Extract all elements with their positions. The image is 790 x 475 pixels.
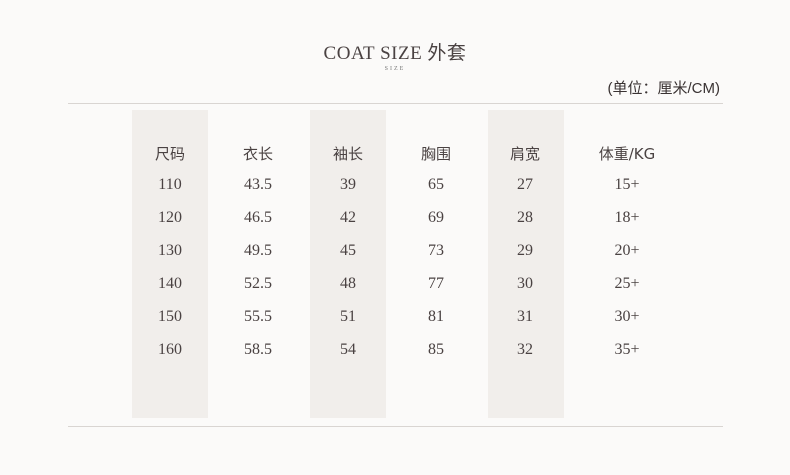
- table-cell: 46.5: [244, 209, 272, 226]
- table-cell: 54: [340, 341, 356, 358]
- table-cell: 77: [428, 275, 444, 292]
- table-cell: 81: [428, 308, 444, 325]
- table-cell: 20+: [614, 242, 640, 259]
- table-cell: 30: [517, 275, 533, 292]
- table-cell: 52.5: [244, 275, 272, 292]
- top-divider: [68, 103, 723, 104]
- table-cell: 39: [340, 176, 356, 193]
- table-cell: 160: [158, 341, 182, 358]
- table-cell: 28: [517, 209, 533, 226]
- column-shade: [310, 110, 386, 418]
- table-cell: 110: [158, 176, 182, 193]
- table-cell: 30+: [614, 308, 640, 325]
- table-cell: 51: [340, 308, 356, 325]
- table-cell: 48: [340, 275, 356, 292]
- subtitle: SIZE: [384, 66, 406, 72]
- table-cell: 25+: [614, 275, 640, 292]
- bottom-divider: [68, 426, 723, 427]
- column-header: 尺码: [154, 145, 185, 163]
- table-cell: 120: [158, 209, 182, 226]
- table-cell: 43.5: [244, 176, 272, 193]
- page-title: COAT SIZE 外套: [323, 43, 467, 64]
- column-header: 体重/KG: [598, 145, 656, 163]
- table-cell: 29: [517, 242, 533, 259]
- table-cell: 42: [340, 209, 356, 226]
- table-cell: 140: [158, 275, 182, 292]
- table-cell: 32: [517, 341, 533, 358]
- table-cell: 49.5: [244, 242, 272, 259]
- column-shade: [132, 110, 208, 418]
- table-cell: 35+: [614, 341, 640, 358]
- table-cell: 73: [428, 242, 444, 259]
- column-shade: [488, 110, 564, 418]
- table-cell: 85: [428, 341, 444, 358]
- column-header: 肩宽: [509, 145, 540, 163]
- table-cell: 55.5: [244, 308, 272, 325]
- unit-label: (单位：厘米/CM): [607, 80, 721, 97]
- table-cell: 15+: [614, 176, 640, 193]
- table-cell: 58.5: [244, 341, 272, 358]
- column-header: 袖长: [332, 145, 363, 163]
- table-cell: 27: [517, 176, 533, 193]
- table-cell: 18+: [614, 209, 640, 226]
- table-cell: 130: [158, 242, 182, 259]
- table-cell: 65: [428, 176, 444, 193]
- table-cell: 31: [517, 308, 533, 325]
- column-header: 衣长: [242, 145, 273, 163]
- table-cell: 150: [158, 308, 182, 325]
- table-cell: 69: [428, 209, 444, 226]
- table-cell: 45: [340, 242, 356, 259]
- column-header: 胸围: [420, 145, 451, 163]
